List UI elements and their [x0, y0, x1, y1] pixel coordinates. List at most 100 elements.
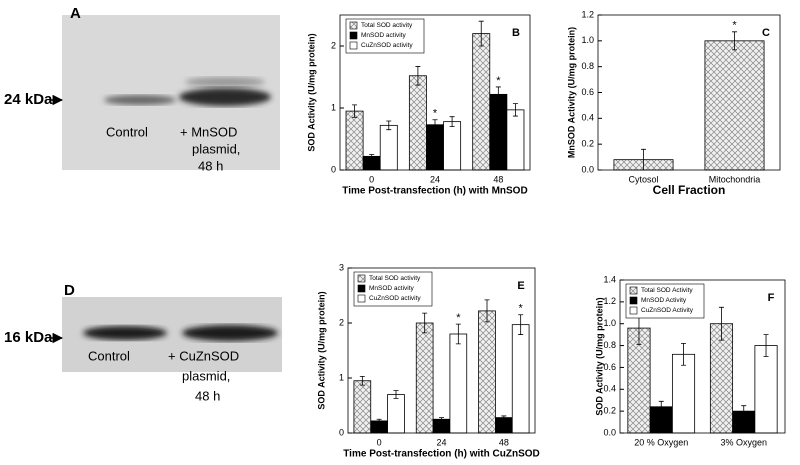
size-marker: 24 kDa — [4, 91, 53, 108]
panel-label: F — [768, 292, 775, 304]
bar — [443, 121, 462, 171]
lane-label: Control — [88, 348, 130, 363]
annotation: * — [433, 108, 438, 120]
error-bar — [415, 66, 421, 86]
lane-label: plasmid, — [182, 368, 230, 383]
legend-box — [345, 18, 425, 54]
error-bar — [732, 31, 737, 51]
plot-frame — [597, 14, 781, 171]
error-bar — [422, 312, 428, 334]
x-tick-label: 3% Oxygen — [720, 437, 767, 447]
bar — [704, 40, 765, 171]
bar — [489, 93, 508, 171]
lane-label: plasmid, — [192, 141, 240, 156]
y-tick-label: 1.0 — [581, 35, 594, 45]
error-bar — [658, 400, 664, 413]
x-tick-label: 24 — [430, 174, 440, 184]
y-tick-label: 0.8 — [603, 340, 616, 350]
error-bar — [484, 299, 490, 323]
lane-label: 48 h — [195, 388, 220, 403]
bar — [353, 380, 372, 434]
y-axis-label: MnSOD Activity (U/mg protein) — [566, 27, 576, 158]
bar — [754, 345, 778, 434]
plot-frame — [339, 14, 531, 171]
error-bar — [352, 104, 358, 118]
legend-box — [625, 283, 705, 319]
annotation: * — [456, 312, 461, 324]
error-bar — [501, 415, 507, 420]
y-tick-label: 0.0 — [581, 164, 594, 174]
x-tick-label: 0 — [377, 437, 382, 447]
legend-swatch — [357, 294, 366, 303]
legend-label: CuZnSOD activity — [361, 42, 413, 49]
bar — [495, 417, 513, 434]
y-axis-label: SOD Activity (U/mg protein) — [316, 291, 326, 409]
y-tick-label: 0.4 — [581, 113, 594, 123]
y-tick-label: 0.0 — [603, 427, 616, 437]
error-bar — [376, 418, 382, 423]
x-tick-label: Mitochondria — [709, 174, 761, 184]
blot-band — [104, 95, 176, 105]
legend-label: Total SOD activity — [361, 22, 413, 29]
x-tick-label: 24 — [436, 437, 446, 447]
bar — [432, 418, 451, 434]
y-tick-label: 0.4 — [603, 384, 616, 394]
error-bar — [386, 120, 392, 131]
legend-swatch — [629, 296, 638, 305]
y-tick-label: 0.6 — [603, 362, 616, 372]
annotation: * — [732, 20, 737, 32]
annotation: * — [519, 303, 524, 315]
bar — [426, 124, 444, 171]
y-tick-label: 1.2 — [603, 296, 616, 306]
legend-swatch — [357, 274, 366, 283]
bar — [408, 75, 427, 171]
error-bar — [681, 342, 687, 366]
panel-label: E — [517, 280, 524, 292]
legend-label: CuZnSOD Activity — [641, 307, 694, 314]
error-bar — [512, 103, 518, 117]
legend-label: CuZnSOD activity — [369, 295, 421, 302]
legend-label: MnSOD activity — [361, 32, 407, 39]
y-tick-label: 0.6 — [581, 87, 594, 97]
legend-swatch — [629, 306, 638, 315]
legend-swatch — [349, 21, 358, 30]
y-tick-label: 0.8 — [581, 61, 594, 71]
y-tick-label: 1 — [339, 372, 344, 382]
blot-band — [182, 325, 278, 341]
y-tick-label: 0 — [331, 164, 336, 174]
x-tick-label: Cytosol — [628, 174, 658, 184]
lane-label: Control — [106, 124, 148, 139]
y-tick-label: 2 — [331, 40, 336, 50]
plot-frame — [347, 267, 536, 434]
legend-label: MnSOD Activity — [641, 297, 687, 304]
legend-label: Total SOD Activity — [641, 287, 693, 294]
error-bar — [359, 375, 365, 386]
bar — [387, 394, 405, 434]
error-bar — [439, 417, 444, 422]
y-tick-label: 3 — [339, 262, 344, 272]
y-tick-label: 2 — [339, 317, 344, 327]
y-tick-label: 1.4 — [603, 274, 616, 284]
bar — [449, 333, 468, 434]
y-tick-label: 1.2 — [581, 9, 594, 19]
error-bar — [432, 119, 438, 131]
error-bar — [495, 86, 501, 103]
y-tick-label: 1 — [331, 102, 336, 112]
x-axis-label: Time Post-transfection (h) with CuZnSOD — [343, 449, 539, 460]
blot-band — [83, 326, 167, 340]
error-bar — [763, 334, 769, 357]
error-bar — [369, 154, 375, 159]
size-marker: 16 kDa — [4, 329, 53, 346]
x-tick-label: 20 % Oxygen — [634, 437, 688, 447]
error-bar — [741, 405, 747, 418]
bar — [671, 353, 696, 434]
panel-label: D — [64, 282, 75, 299]
legend-swatch — [349, 31, 358, 40]
bar — [415, 322, 434, 434]
bar — [506, 109, 525, 171]
y-tick-label: 0.2 — [581, 139, 594, 149]
bar — [478, 310, 496, 434]
lane-label: + CuZnSOD — [168, 348, 239, 363]
error-bar — [518, 314, 524, 335]
